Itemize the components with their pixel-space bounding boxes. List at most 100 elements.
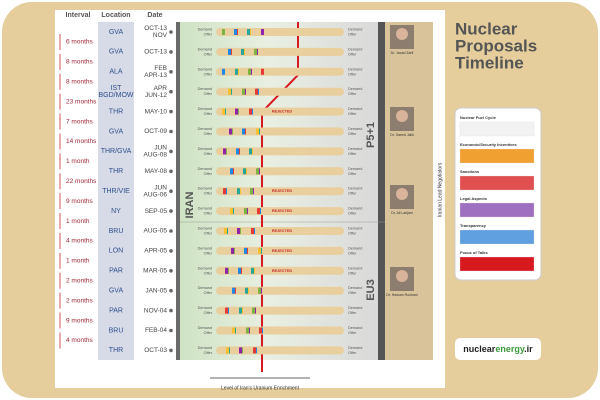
offer: Offer bbox=[204, 192, 213, 196]
topic-chip bbox=[251, 267, 254, 274]
location: THR bbox=[109, 108, 123, 115]
rejected: REJECTED bbox=[272, 209, 293, 213]
offer: Offer bbox=[348, 351, 357, 355]
photo-face bbox=[396, 188, 408, 200]
topic-chip bbox=[222, 29, 225, 35]
date-dot bbox=[169, 70, 173, 74]
offer: Offer bbox=[348, 112, 357, 116]
location: GVA bbox=[109, 128, 124, 135]
date: OCT-13 bbox=[144, 25, 167, 32]
legend-heading: Legal Aspects bbox=[460, 196, 488, 201]
topic-chip bbox=[247, 29, 250, 35]
interval: 2 months bbox=[66, 297, 93, 304]
topic-chip bbox=[230, 168, 233, 175]
date-dot bbox=[169, 269, 173, 273]
date: MAY-08 bbox=[145, 168, 168, 175]
offer: Offer bbox=[348, 331, 357, 335]
location: BRU bbox=[109, 228, 124, 235]
offer: Offer bbox=[348, 271, 357, 275]
interval: 23 months bbox=[66, 98, 97, 105]
topic-chip bbox=[236, 148, 239, 155]
demand: Demand bbox=[348, 246, 362, 250]
proposal-bar bbox=[216, 306, 344, 315]
topic-chip bbox=[223, 148, 226, 155]
date: NOV-04 bbox=[144, 307, 168, 314]
topic-chip bbox=[254, 48, 257, 55]
date: APR bbox=[154, 85, 168, 92]
date-dot bbox=[169, 308, 173, 313]
topic-chip bbox=[246, 327, 249, 334]
demand: Demand bbox=[348, 187, 362, 191]
offer: Offer bbox=[348, 232, 357, 236]
demand: Demand bbox=[348, 67, 362, 71]
demand: Demand bbox=[198, 47, 212, 51]
demand: Demand bbox=[198, 167, 212, 171]
date: AUG-05 bbox=[144, 228, 168, 235]
offer: Offer bbox=[348, 311, 357, 315]
topic-chip bbox=[232, 327, 235, 334]
offer: Offer bbox=[204, 311, 213, 315]
date: JAN-05 bbox=[145, 287, 167, 294]
date-dot bbox=[169, 328, 173, 333]
topic-chip bbox=[235, 108, 238, 115]
demand: Demand bbox=[348, 346, 362, 350]
photo-face bbox=[396, 270, 408, 282]
location: BRU bbox=[109, 327, 124, 334]
location: GVA bbox=[109, 288, 124, 295]
interval: 4 months bbox=[66, 238, 93, 245]
topic-chip bbox=[261, 68, 264, 75]
interval: 4 months bbox=[66, 337, 93, 344]
demand: Demand bbox=[198, 187, 212, 191]
legend-swatch bbox=[459, 175, 535, 191]
topic-chip bbox=[235, 68, 238, 75]
offer: Offer bbox=[204, 112, 213, 116]
negotiator-name: Dr. Ali Larijani bbox=[391, 211, 413, 215]
demand: Demand bbox=[348, 326, 362, 330]
offer: Offer bbox=[204, 92, 213, 96]
location: THR/GVA bbox=[101, 148, 132, 155]
proposal-bar bbox=[216, 227, 344, 235]
topic-chip bbox=[249, 148, 252, 155]
legend-heading: Transparency bbox=[460, 223, 487, 228]
topic-chip bbox=[237, 188, 240, 195]
demand: Demand bbox=[348, 47, 362, 51]
header-date: Date bbox=[147, 12, 162, 19]
title-line: Nuclear bbox=[455, 19, 518, 38]
date-dot bbox=[169, 129, 173, 134]
topic-chip bbox=[222, 108, 225, 115]
demand: Demand bbox=[348, 207, 362, 211]
date: OCT-13 bbox=[144, 49, 167, 56]
interval: 8 months bbox=[66, 59, 93, 66]
offer: Offer bbox=[348, 52, 357, 56]
demand: Demand bbox=[198, 67, 212, 71]
eu3-label: EU3 bbox=[365, 279, 377, 300]
demand: Demand bbox=[348, 87, 362, 91]
offer: Offer bbox=[348, 251, 357, 255]
location: THR/VIE bbox=[102, 188, 130, 195]
topic-chip bbox=[228, 48, 231, 55]
date: AUG-06 bbox=[144, 191, 168, 198]
p5-strip bbox=[378, 22, 385, 360]
logo-card bbox=[455, 338, 541, 360]
proposal-bar bbox=[216, 107, 344, 116]
location: BGD/MOW bbox=[99, 92, 134, 99]
interval: 1 month bbox=[66, 258, 90, 265]
demand: Demand bbox=[348, 286, 362, 290]
axis-title: Level of Iran's Uranium Enrichment bbox=[221, 385, 300, 391]
topic-chip bbox=[258, 247, 261, 254]
logo: nuclearenergy.ir bbox=[463, 344, 533, 354]
offer: Offer bbox=[204, 351, 213, 355]
negotiator-name: Dr. Hassan Rouhani bbox=[386, 293, 418, 297]
demand: Demand bbox=[198, 107, 212, 111]
rejected: REJECTED bbox=[272, 110, 293, 114]
proposal-bar bbox=[216, 266, 344, 275]
iran-strip bbox=[176, 22, 180, 360]
demand: Demand bbox=[198, 286, 212, 290]
legend-heading: Sanctions bbox=[460, 169, 480, 174]
date: MAY-10 bbox=[145, 108, 168, 115]
demand: Demand bbox=[198, 346, 212, 350]
topic-chip bbox=[225, 307, 228, 314]
topic-chip bbox=[239, 307, 242, 314]
date: JUN-12 bbox=[145, 92, 167, 99]
topic-chip bbox=[257, 208, 260, 215]
